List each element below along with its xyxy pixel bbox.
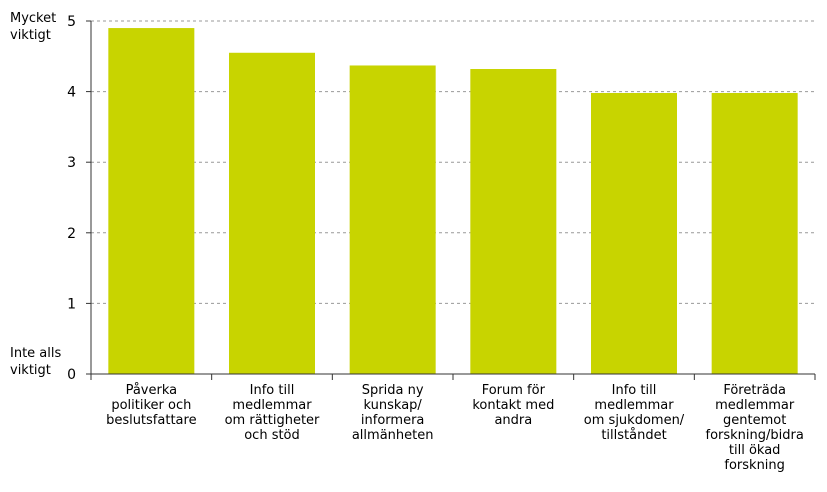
x-category-label-line: om rättigheter	[225, 413, 320, 428]
x-category-label-line: medlemmar	[715, 398, 795, 413]
y-tick-labels: 0 1 2 3 4 5	[67, 14, 91, 383]
y-bottom-label: Inte alls viktigt	[10, 346, 65, 378]
x-category-label-line: om sjukdomen/	[584, 413, 685, 428]
y-tick-label: 3	[67, 155, 76, 171]
x-category-label-line: Forum för	[482, 383, 546, 398]
x-category-label-line: informera	[361, 413, 424, 428]
x-category-labels: Påverka politiker och beslutsfattare Info t…	[90, 374, 816, 473]
bar	[108, 28, 195, 375]
x-category-label-line: beslutsfattare	[106, 413, 197, 428]
x-category-label-line: politiker och	[111, 398, 191, 413]
x-category-label-line: och stöd	[244, 428, 300, 443]
x-category-label-line: till ökad	[729, 443, 781, 458]
axes	[90, 21, 815, 375]
y-bottom-label-line-1: Inte alls	[10, 346, 61, 361]
y-tick-label: 0	[67, 367, 76, 383]
bar	[470, 69, 557, 375]
x-category-label-line: Företräda	[723, 383, 786, 398]
x-category-label-line: andra	[494, 413, 532, 428]
x-category-label-line: Påverka	[126, 383, 178, 398]
x-category-label-line: kontakt med	[472, 398, 554, 413]
bar	[229, 52, 315, 375]
y-tick-label: 4	[67, 85, 76, 101]
x-category-label-line: tillståndet	[601, 428, 666, 443]
x-category-label: Info till medlemmar om sjukdomen/tillstånd…	[584, 383, 685, 443]
x-category-label-line: kunskap/	[364, 398, 423, 413]
bar	[349, 65, 436, 374]
x-category-label: Sprida ny kunskap/informera allmänheten	[352, 383, 434, 443]
x-category-label-line: forskning/bidra	[706, 428, 804, 443]
x-category-label-line: allmänheten	[352, 428, 434, 443]
x-category-label: Påverka politiker och beslutsfattare	[106, 383, 197, 428]
y-top-label-line-2: viktigt	[10, 28, 51, 43]
x-category-label-line: Info till	[250, 383, 295, 398]
bars	[108, 28, 798, 375]
bar	[711, 93, 798, 375]
y-tick-label: 5	[67, 14, 76, 30]
y-tick-label: 2	[67, 226, 76, 242]
x-category-label-line: gentemot	[723, 413, 786, 428]
y-bottom-label-line-2: viktigt	[10, 363, 51, 378]
y-top-label-line-1: Mycket	[10, 11, 56, 26]
x-category-label: Forum för kontakt med andra	[472, 383, 554, 428]
x-category-label-line: forskning	[724, 458, 785, 473]
x-category-label-line: medlemmar	[594, 398, 674, 413]
gridlines	[91, 20, 815, 304]
y-top-label: Mycket viktigt	[10, 11, 60, 43]
y-tick-label: 1	[67, 296, 76, 312]
x-category-label-line: medlemmar	[232, 398, 312, 413]
x-category-label: Företräda medlemmar gentemot forskning/bidr…	[706, 383, 804, 473]
x-category-label-line: Sprida ny	[362, 383, 424, 398]
x-category-label: Info till medlemmar om rättigheter och stöd	[225, 383, 320, 443]
x-category-label-line: Info till	[612, 383, 657, 398]
bar	[591, 93, 677, 375]
